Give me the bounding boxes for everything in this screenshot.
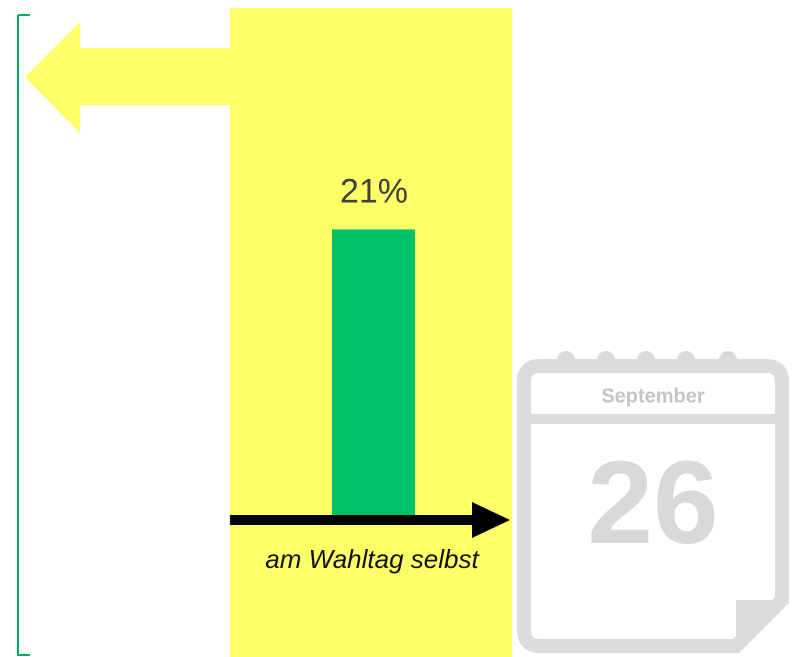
x-axis	[230, 515, 475, 525]
calendar-ring	[597, 351, 615, 369]
calendar-ring	[557, 351, 575, 369]
calendar-day: 26	[587, 437, 718, 569]
calendar-frame	[517, 359, 789, 653]
bracket	[17, 14, 30, 656]
calendar-divider	[531, 414, 775, 424]
calendar-ring	[677, 351, 695, 369]
x-tick-label: am Wahltag selbst	[265, 544, 479, 574]
calendar-ring	[719, 351, 737, 369]
calendar-fold	[736, 600, 782, 646]
value-label: 21%	[340, 172, 408, 210]
calendar-icon: September 26	[517, 351, 789, 653]
bar	[332, 229, 415, 521]
left-arrow	[25, 22, 231, 133]
x-axis-arrowhead	[472, 502, 510, 538]
calendar-ring	[637, 351, 655, 369]
calendar-month: September	[601, 385, 705, 407]
